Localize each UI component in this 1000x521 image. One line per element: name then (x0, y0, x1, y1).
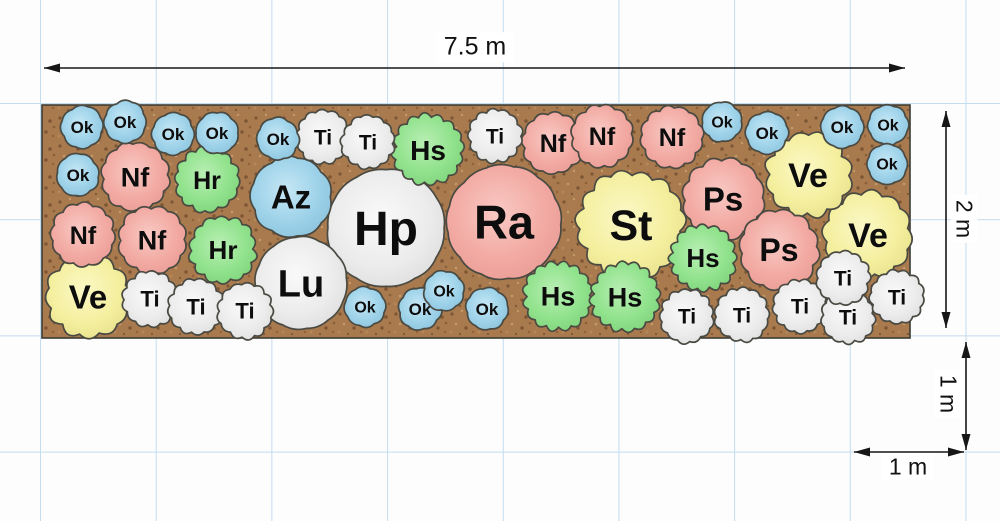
plant-blob (764, 131, 853, 219)
plant-blob (102, 99, 148, 145)
plant-Nf: Nf (117, 205, 187, 275)
plant-blob (520, 110, 585, 176)
plant-Ok: Ok (819, 104, 865, 150)
plant-blob (59, 104, 104, 150)
plant-blob (815, 249, 872, 306)
width-dimension-arrow (44, 63, 905, 73)
plant-blob (701, 101, 743, 143)
plant-Ok: Ok (55, 152, 100, 197)
plant-blob (49, 201, 117, 268)
plant-blob (744, 110, 790, 156)
plant-Ps: Ps (738, 208, 821, 292)
plant-Ok: Ok (343, 285, 387, 329)
plant-Ok: Ok (866, 103, 910, 147)
plant-blob (195, 111, 239, 155)
plant-blob (173, 145, 241, 214)
width-dimension-label: 7.5 m (436, 32, 514, 62)
plant-blob (121, 270, 180, 329)
plant-blob (771, 278, 829, 335)
plant-Nf: Nf (570, 103, 634, 169)
plant-blob (100, 141, 171, 212)
plant-blob (339, 114, 396, 171)
plant-blob (588, 260, 662, 334)
plant-Ok: Ok (422, 269, 466, 312)
plant-blob (868, 268, 925, 325)
plant-Az: Az (249, 154, 332, 239)
plant-blob (521, 260, 594, 333)
plant-blob (639, 104, 705, 170)
plant-blob (667, 223, 738, 293)
plant-Ok: Ok (150, 111, 196, 157)
horizontal-unit-dimension-label: 1 m (881, 453, 935, 481)
horizontal-unit-dimension-arrow (854, 447, 964, 457)
plant-Ok: Ok (195, 111, 239, 155)
plant-Hs: Hs (667, 223, 738, 293)
height-dimension-label: 2 m (950, 194, 978, 244)
plant-blob (187, 215, 258, 285)
plant-Ok: Ok (59, 104, 104, 150)
plant-blob (466, 107, 524, 165)
plant-blob (343, 285, 387, 329)
plant-blob (681, 156, 766, 241)
plant-blob (422, 269, 466, 312)
plant-blob (570, 103, 634, 169)
plant-blob (464, 286, 510, 331)
height-dimension-arrow (941, 111, 951, 328)
plant-blob (658, 288, 715, 345)
plant-Ok: Ok (255, 116, 301, 161)
plant-blob (255, 116, 301, 161)
plant-Hr: Hr (187, 215, 258, 285)
plant-blob (55, 152, 100, 197)
plant-blob (117, 205, 187, 275)
plant-blob (738, 208, 821, 292)
vertical-unit-dimension-arrow (961, 342, 971, 450)
plant-blob (216, 281, 275, 341)
plant-Ok: Ok (866, 142, 909, 186)
plant-Ok: Ok (102, 99, 148, 145)
plant-blob (249, 154, 332, 239)
plant-Nf: Nf (639, 104, 705, 170)
plant-blob (150, 111, 196, 157)
plant-blob (866, 142, 909, 186)
plant-Ok: Ok (701, 101, 743, 143)
plant-blob (866, 103, 910, 147)
plant-Ok: Ok (744, 110, 790, 156)
plant-blob (445, 163, 563, 281)
plant-blob (819, 104, 865, 150)
plant-Ok: Ok (464, 286, 510, 331)
vertical-unit-dimension-label: 1 m (934, 369, 962, 419)
plant-blob (713, 286, 771, 344)
plant-Nf: Nf (100, 141, 171, 212)
